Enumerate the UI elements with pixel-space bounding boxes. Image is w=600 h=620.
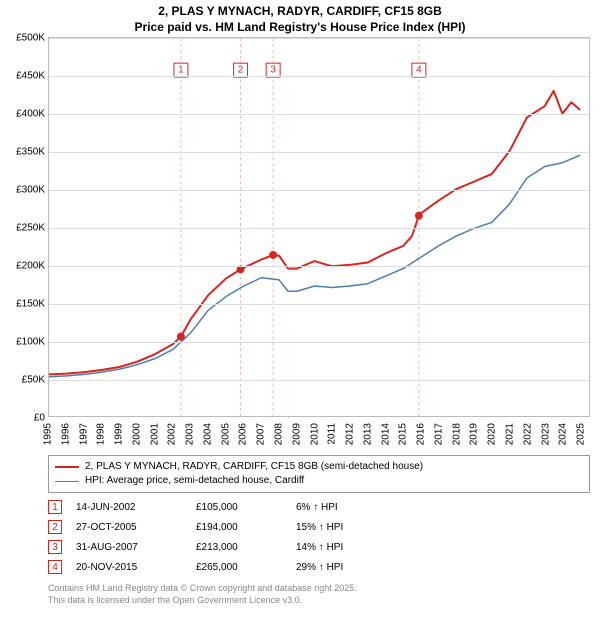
y-tick-label: £50K (22, 375, 45, 386)
x-tick-label: 1995 (43, 423, 54, 445)
x-tick-label: 2003 (185, 423, 196, 445)
footer-line1: Contains HM Land Registry data © Crown c… (48, 583, 590, 595)
y-tick-label: £100K (16, 337, 45, 348)
chart-svg: 1 2 3 4 (49, 38, 589, 416)
x-tick-label: 2021 (505, 423, 516, 445)
legend: 2, PLAS Y MYNACH, RADYR, CARDIFF, CF15 8… (48, 455, 590, 493)
sale-delta: 14% ↑ HPI (296, 542, 406, 553)
sale-date: 14-JUN-2002 (76, 502, 196, 513)
x-tick-label: 2019 (469, 423, 480, 445)
sale-row: 4 20-NOV-2015£265,00029% ↑ HPI (48, 557, 590, 577)
sale-price: £105,000 (196, 502, 296, 513)
x-tick-label: 2015 (398, 423, 409, 445)
svg-text:4: 4 (416, 65, 422, 76)
sale-row: 1 14-JUN-2002£105,0006% ↑ HPI (48, 497, 590, 517)
sale-delta: 29% ↑ HPI (296, 562, 406, 573)
title-block: 2, PLAS Y MYNACH, RADYR, CARDIFF, CF15 8… (0, 0, 600, 37)
footer-line2: This data is licensed under the Open Gov… (48, 595, 590, 607)
sale-date: 31-AUG-2007 (76, 542, 196, 553)
sale-price: £265,000 (196, 562, 296, 573)
sale-marker-box: 2 (48, 520, 62, 534)
svg-text:3: 3 (270, 65, 276, 76)
svg-text:1: 1 (178, 65, 184, 76)
sale-delta: 6% ↑ HPI (296, 502, 406, 513)
sale-delta: 15% ↑ HPI (296, 522, 406, 533)
y-tick-label: £500K (16, 33, 45, 44)
sale-price: £194,000 (196, 522, 296, 533)
x-tick-label: 2025 (576, 423, 587, 445)
x-tick-label: 2010 (309, 423, 320, 445)
y-tick-label: £150K (16, 299, 45, 310)
x-tick-label: 2013 (362, 423, 373, 445)
x-tick-label: 2006 (238, 423, 249, 445)
sales-table: 1 14-JUN-2002£105,0006% ↑ HPI 2 27-OCT-2005… (48, 497, 590, 577)
title-line2: Price paid vs. HM Land Registry's House … (0, 20, 600, 36)
y-tick-label: £300K (16, 185, 45, 196)
x-tick-label: 2009 (291, 423, 302, 445)
x-tick-label: 2004 (202, 423, 213, 445)
title-line1: 2, PLAS Y MYNACH, RADYR, CARDIFF, CF15 8… (0, 4, 600, 20)
legend-swatch (55, 481, 79, 482)
legend-label: 2, PLAS Y MYNACH, RADYR, CARDIFF, CF15 8… (85, 460, 423, 474)
chart-container: 2, PLAS Y MYNACH, RADYR, CARDIFF, CF15 8… (0, 0, 600, 620)
sale-marker-box: 4 (48, 560, 62, 574)
chart-area: 1234 £0£50K£100K£150K£200K£250K£300K£350… (48, 37, 590, 417)
sale-marker-box: 1 (48, 500, 62, 514)
footer: Contains HM Land Registry data © Crown c… (48, 583, 590, 606)
sale-date: 27-OCT-2005 (76, 522, 196, 533)
x-tick-label: 2018 (451, 423, 462, 445)
y-tick-label: £200K (16, 261, 45, 272)
y-tick-label: £250K (16, 223, 45, 234)
x-tick-label: 2008 (274, 423, 285, 445)
legend-item: 2, PLAS Y MYNACH, RADYR, CARDIFF, CF15 8… (55, 460, 583, 474)
legend-item: HPI: Average price, semi-detached house,… (55, 474, 583, 488)
x-tick-label: 1999 (114, 423, 125, 445)
sale-row: 3 31-AUG-2007£213,00014% ↑ HPI (48, 537, 590, 557)
x-tick-label: 2014 (380, 423, 391, 445)
x-tick-label: 2005 (220, 423, 231, 445)
x-tick-label: 2012 (345, 423, 356, 445)
legend-swatch (55, 466, 79, 468)
plot-region: 1234 £0£50K£100K£150K£200K£250K£300K£350… (48, 37, 590, 417)
x-tick-label: 2007 (256, 423, 267, 445)
sale-price: £213,000 (196, 542, 296, 553)
x-tick-label: 2000 (131, 423, 142, 445)
x-tick-label: 2016 (416, 423, 427, 445)
x-tick-label: 2017 (433, 423, 444, 445)
sale-marker-box: 3 (48, 540, 62, 554)
y-tick-label: £400K (16, 109, 45, 120)
x-tick-label: 2011 (327, 423, 338, 445)
x-tick-label: 2024 (558, 423, 569, 445)
x-tick-label: 2001 (149, 423, 160, 445)
x-tick-label: 1996 (60, 423, 71, 445)
y-tick-label: £350K (16, 147, 45, 158)
legend-label: HPI: Average price, semi-detached house,… (85, 474, 304, 488)
x-tick-label: 1997 (78, 423, 89, 445)
x-tick-label: 2022 (522, 423, 533, 445)
sale-row: 2 27-OCT-2005£194,00015% ↑ HPI (48, 517, 590, 537)
x-axis-labels: 1995199619971998199920002001200220032004… (48, 417, 590, 449)
x-tick-label: 2002 (167, 423, 178, 445)
svg-text:2: 2 (238, 65, 244, 76)
y-tick-label: £450K (16, 71, 45, 82)
x-tick-label: 1998 (96, 423, 107, 445)
x-tick-label: 2020 (487, 423, 498, 445)
x-tick-label: 2023 (540, 423, 551, 445)
sale-date: 20-NOV-2015 (76, 562, 196, 573)
